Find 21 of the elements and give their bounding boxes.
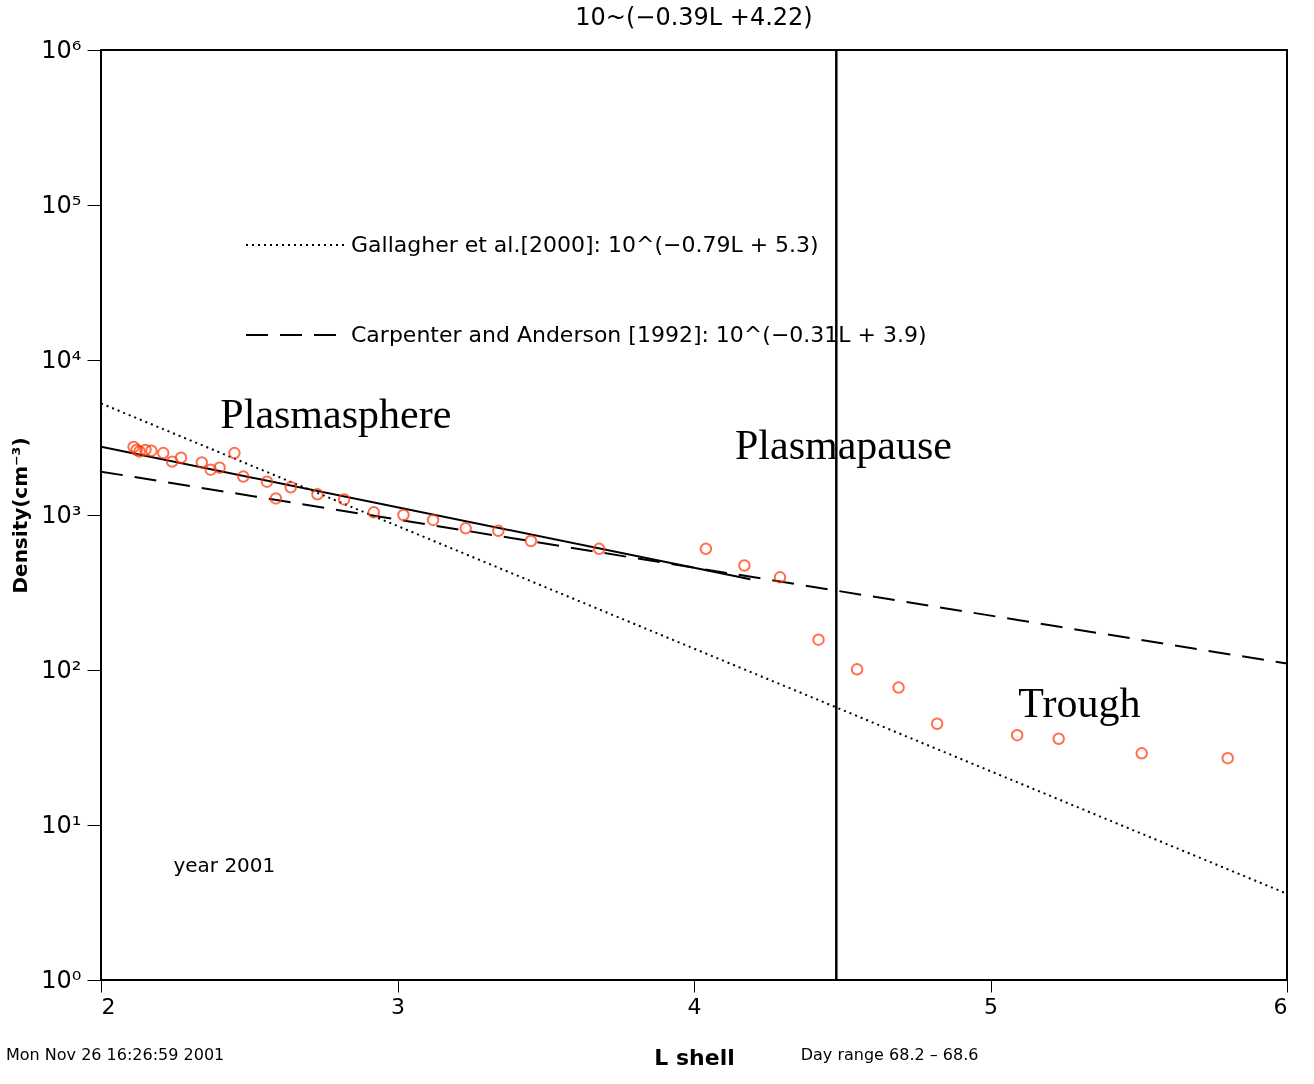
x-tick-label: 3 (391, 993, 405, 1019)
chart-title: 10~(−0.39L +4.22) (575, 3, 813, 31)
x-tick-label: 6 (1273, 993, 1288, 1019)
text: Mon Nov 26 16:26:59 2001 (6, 1045, 225, 1064)
y-tick-label: 10⁴ (41, 345, 82, 374)
y-tick-label: 10⁶ (41, 35, 82, 64)
y-axis-title: Density(cm⁻³) (8, 437, 33, 594)
annotation: year 2001 (173, 852, 276, 877)
y-tick-label: 10² (41, 655, 82, 684)
legend-label: Gallagher et al.[2000]: 10^(−0.79L + 5.3) (351, 232, 819, 257)
y-tick-label: 10³ (41, 500, 82, 529)
x-tick-label: 2 (101, 993, 116, 1019)
x-tick-label: 4 (687, 993, 702, 1019)
text: Day range 68.2 – 68.6 (800, 1045, 979, 1064)
annotation: Trough (1018, 679, 1141, 726)
y-tick-label: 10⁰ (41, 965, 82, 994)
y-tick-label: 10¹ (41, 810, 82, 839)
y-tick-label: 10⁵ (41, 190, 82, 219)
annotation: Plasmasphere (220, 390, 452, 437)
x-axis-title: L shell (654, 1044, 735, 1070)
x-tick-label: 5 (984, 993, 998, 1019)
